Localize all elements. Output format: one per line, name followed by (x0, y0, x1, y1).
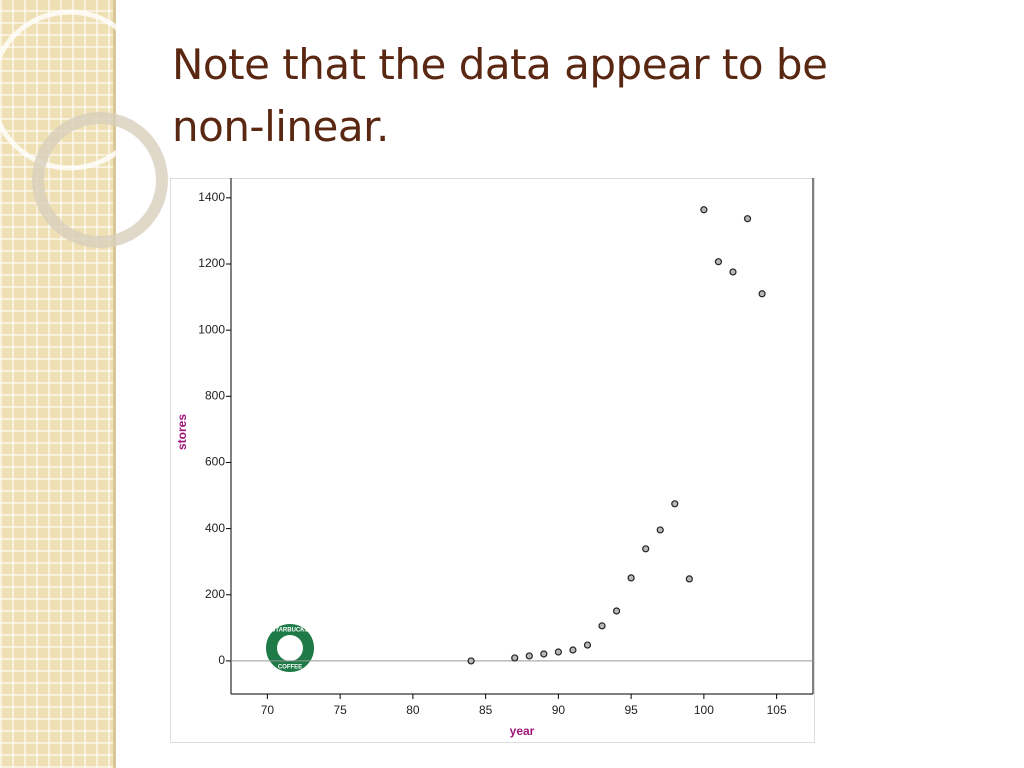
y-tick-label: 400 (205, 521, 225, 535)
side-edge (113, 0, 116, 768)
point (714, 258, 723, 266)
decor-circle (32, 112, 168, 248)
point (554, 648, 562, 656)
point (569, 646, 577, 654)
logo-center (277, 635, 303, 661)
y-tick-label: 800 (205, 388, 225, 402)
x-tick-label: 95 (624, 703, 638, 717)
slide-title: Note that the data appear to be non-line… (172, 40, 828, 151)
decor-circle (0, 9, 151, 171)
logo-text: STARBUCKS (271, 628, 308, 634)
x-tick-label: 80 (406, 703, 420, 717)
point (583, 641, 592, 649)
point (700, 206, 708, 214)
y-axis-label: stores (175, 414, 189, 450)
y-tick-label: 600 (205, 455, 225, 469)
logo-text: COFFEE (278, 665, 302, 671)
y-tick-label: 0 (218, 653, 225, 667)
point (685, 575, 693, 583)
point (612, 607, 621, 615)
x-tick-label: 70 (261, 703, 275, 717)
y-tick-label: 1400 (198, 190, 225, 204)
y-tick-label: 200 (205, 587, 225, 601)
point (642, 545, 650, 553)
logo: STARBUCKS COFFEE (264, 622, 316, 674)
point (627, 574, 635, 582)
point (598, 622, 606, 630)
x-tick-label: 90 (552, 703, 566, 717)
x-tick-label: 105 (767, 703, 787, 717)
point (743, 215, 752, 223)
y-tick-label: 1000 (198, 322, 225, 336)
point (758, 290, 766, 298)
point (656, 526, 664, 534)
point (511, 654, 519, 662)
point (525, 652, 533, 660)
point (671, 500, 679, 508)
point (729, 268, 737, 276)
point (540, 650, 548, 658)
point (467, 657, 475, 665)
x-axis-label: year (510, 724, 535, 738)
x-tick-label: 75 (333, 703, 347, 717)
x-tick-label: 100 (694, 703, 714, 717)
x-tick-label: 85 (479, 703, 493, 717)
y-tick-label: 1200 (198, 256, 225, 270)
